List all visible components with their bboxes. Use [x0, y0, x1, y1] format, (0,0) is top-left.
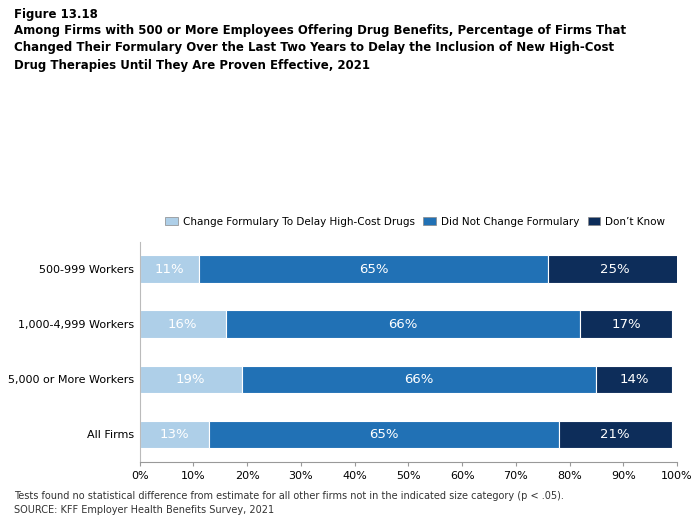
Text: 17%: 17% [611, 318, 641, 331]
Text: Tests found no statistical difference from estimate for all other firms not in t: Tests found no statistical difference fr… [14, 491, 564, 501]
Text: Figure 13.18: Figure 13.18 [14, 8, 98, 21]
Bar [559, 421, 671, 448]
Text: 19%: 19% [176, 373, 205, 386]
Legend: Change Formulary To Delay High-Cost Drugs, Did Not Change Formulary, Don’t Know: Change Formulary To Delay High-Cost Drug… [161, 213, 669, 231]
Text: 14%: 14% [619, 373, 649, 386]
Text: 16%: 16% [168, 318, 198, 331]
Bar [140, 365, 242, 393]
Text: 66%: 66% [388, 318, 417, 331]
Text: 21%: 21% [600, 428, 630, 441]
Text: 11%: 11% [154, 262, 184, 276]
Text: 25%: 25% [600, 262, 630, 276]
Bar [580, 310, 671, 338]
Bar [596, 365, 671, 393]
Bar [199, 255, 548, 283]
Bar [242, 365, 596, 393]
Bar [209, 421, 559, 448]
Bar [140, 310, 225, 338]
Text: 66%: 66% [404, 373, 433, 386]
Text: 13%: 13% [160, 428, 189, 441]
Text: SOURCE: KFF Employer Health Benefits Survey, 2021: SOURCE: KFF Employer Health Benefits Sur… [14, 505, 274, 515]
Bar [140, 255, 199, 283]
Bar [225, 310, 580, 338]
Text: Among Firms with 500 or More Employees Offering Drug Benefits, Percentage of Fir: Among Firms with 500 or More Employees O… [14, 24, 626, 71]
Bar [140, 421, 209, 448]
Text: 65%: 65% [359, 262, 388, 276]
Bar [548, 255, 683, 283]
Text: 65%: 65% [369, 428, 399, 441]
